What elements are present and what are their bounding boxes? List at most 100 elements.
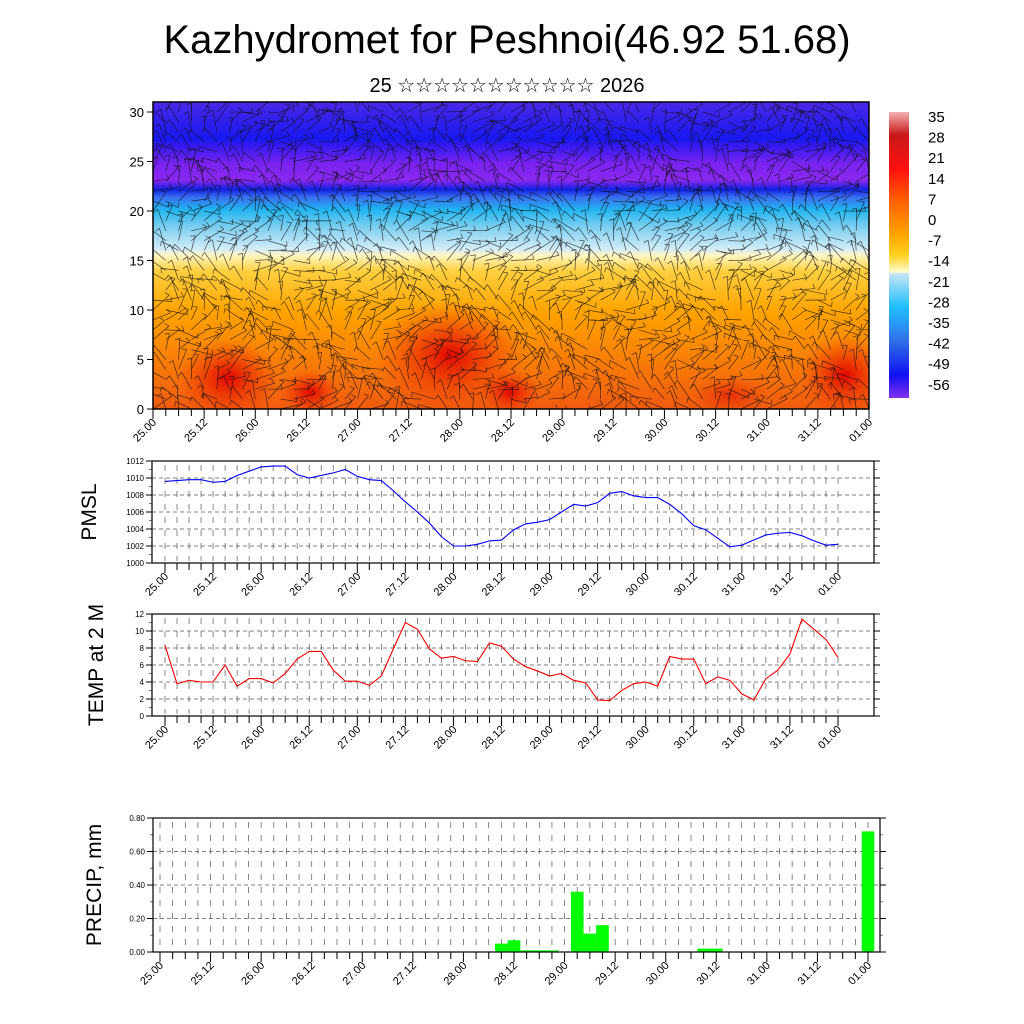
wind-barb (434, 200, 453, 203)
wind-barb-feather (276, 183, 278, 189)
wind-barb-feather (531, 254, 535, 260)
wind-barb (466, 144, 473, 162)
x-tick-label: 25.00 (143, 724, 171, 752)
wind-barb-feather (335, 220, 341, 225)
wind-barb (574, 269, 596, 281)
wind-barb (662, 136, 678, 152)
wind-barb-feather (516, 384, 520, 390)
wind-barb-feather (842, 191, 847, 196)
wind-barb (574, 316, 588, 331)
wind-barb (229, 126, 247, 142)
wind-barb-feather (508, 253, 513, 257)
wind-barb-feather (733, 354, 739, 358)
wind-barb (785, 241, 806, 251)
wind-barb (187, 157, 192, 182)
wind-barb (753, 351, 771, 370)
wind-barb (651, 195, 668, 202)
wind-barb (408, 210, 425, 217)
wind-barb-feather (520, 210, 523, 216)
wind-barb (702, 367, 719, 380)
wind-barb-feather (765, 142, 770, 148)
wind-barb-feather (436, 379, 442, 383)
y-tick-label: 4 (140, 678, 145, 687)
wind-barb (183, 280, 205, 291)
wind-barb (293, 137, 314, 143)
wind-barb-feather (256, 214, 261, 218)
wind-barb-feather (559, 120, 564, 125)
wind-barb-feather (180, 291, 184, 297)
wind-barb-feather (554, 104, 560, 108)
wind-barb-feather (681, 167, 687, 171)
wind-barb (561, 297, 572, 311)
wind-barb-feather (362, 367, 365, 373)
wind-barb (574, 284, 594, 291)
wind-barb-feather (267, 180, 272, 185)
wind-barb (824, 118, 831, 132)
wind-barb (844, 116, 857, 133)
wind-barb-feather (260, 204, 264, 210)
wind-barb-feather (801, 192, 807, 195)
wind-barb-feather (183, 111, 189, 115)
wind-barb (255, 141, 270, 152)
wind-barb (318, 242, 329, 261)
wind-barb (301, 308, 307, 330)
wind-barb-feather (525, 372, 531, 377)
wind-barb (753, 232, 768, 241)
wind-barb (779, 280, 791, 291)
wind-barb (333, 206, 346, 222)
wind-barb (715, 359, 732, 370)
wind-barb (736, 274, 742, 291)
wind-barb-feather (639, 183, 645, 187)
wind-barb (587, 249, 591, 271)
wind-barb (421, 212, 443, 222)
wind-barb-feather (435, 192, 439, 198)
wind-barb (615, 376, 627, 390)
wind-barb (469, 147, 486, 162)
x-tick-label: 31.12 (796, 417, 824, 445)
wind-barb (770, 345, 780, 360)
wind-barb (242, 217, 261, 232)
wind-barb-feather (737, 261, 743, 264)
wind-barb (432, 127, 435, 142)
wind-barb-feather (396, 114, 401, 120)
x-tick-label: 25.00 (131, 417, 159, 445)
wind-barb-feather (272, 346, 278, 350)
colorbar-label: -14 (928, 253, 950, 270)
wind-barb (459, 200, 479, 212)
wind-barb-feather (227, 117, 233, 119)
wind-barb (658, 130, 665, 152)
wind-barb (593, 102, 601, 123)
wind-barb-feather (483, 129, 488, 134)
wind-barb (486, 186, 499, 202)
wind-barb-feather (230, 145, 235, 150)
wind-barb (649, 281, 665, 301)
wind-barb-feather (616, 312, 620, 317)
wind-barb-feather (767, 106, 772, 111)
wind-barb-feather (509, 216, 513, 221)
wind-barb (857, 152, 869, 162)
wind-barb (802, 358, 806, 380)
wind-barb-feather (168, 183, 173, 188)
wind-barb-feather (166, 244, 171, 249)
wind-barb-feather (182, 280, 184, 286)
wind-barb-feather (442, 133, 446, 138)
wind-barb (562, 278, 577, 281)
wind-barb-feather (390, 159, 395, 163)
wind-barb (446, 313, 465, 331)
wind-barb-feather (344, 256, 349, 260)
wind-barb (753, 381, 770, 390)
wind-barb-feather (439, 317, 442, 323)
x-tick-label: 28.12 (480, 571, 508, 599)
wind-barb-feather (345, 145, 349, 151)
wind-barb-feather (503, 187, 508, 191)
x-tick-label: 27.12 (384, 724, 412, 752)
wind-barb (800, 204, 819, 222)
wind-barb (250, 310, 269, 321)
wind-barb (711, 185, 716, 202)
wind-barb (741, 236, 762, 242)
wind-barb (664, 320, 681, 331)
wind-barb (600, 213, 603, 231)
wind-barb-feather (466, 334, 472, 337)
wind-barb (868, 339, 869, 340)
wind-barb (267, 142, 275, 162)
